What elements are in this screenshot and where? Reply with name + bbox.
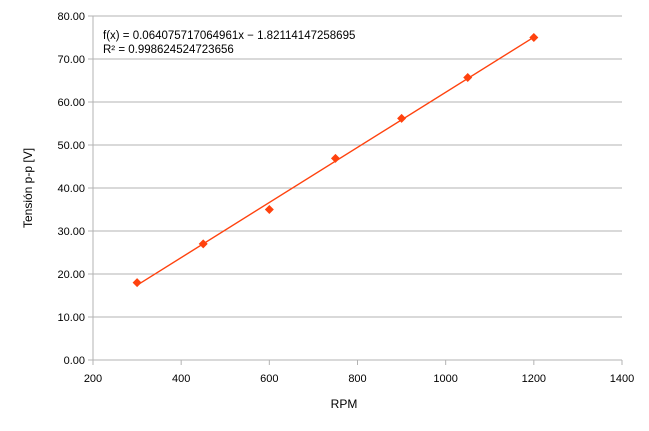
grid-lines [88,15,622,361]
y-tick-label: 10.00 [57,312,85,324]
x-tick-label: 1200 [522,373,546,385]
equation-annotation: f(x) = 0.064075717064961x − 1.8211414725… [103,30,355,42]
y-tick-label: 40.00 [57,183,85,195]
x-tick-label: 400 [172,373,190,385]
data-point [330,153,340,163]
data-point [397,113,407,123]
data-point [132,278,142,288]
y-tick-label: 80.00 [57,11,85,23]
y-tick-label: 60.00 [57,97,85,109]
x-tick-labels: 200 400 600 800 1000 1200 1400 [84,373,634,385]
y-tick-label: 50.00 [57,140,85,152]
y-axis-label: Tensión p-p [V] [21,148,35,228]
y-tick-label: 30.00 [57,226,85,238]
x-axis-label: RPM [331,397,358,411]
y-tick-label: 70.00 [57,54,85,66]
data-point [264,205,274,214]
x-tick-label: 600 [260,373,278,385]
data-point [463,72,473,82]
x-tick-label: 1000 [433,373,457,385]
x-tick-label: 200 [84,373,102,385]
y-tick-label: 20.00 [57,269,85,281]
y-tick-label: 0.00 [64,355,85,367]
r-squared-annotation: R² = 0.998624524723656 [103,44,234,56]
data-point [529,33,539,42]
data-point [198,239,208,249]
x-tick-label: 800 [348,373,366,385]
data-points [132,33,539,288]
y-tick-labels: 0.00 10.00 20.00 30.00 40.00 50.00 60.00 70.00 8… [57,11,85,367]
axes [92,16,623,365]
x-tick-label: 1400 [610,373,634,385]
